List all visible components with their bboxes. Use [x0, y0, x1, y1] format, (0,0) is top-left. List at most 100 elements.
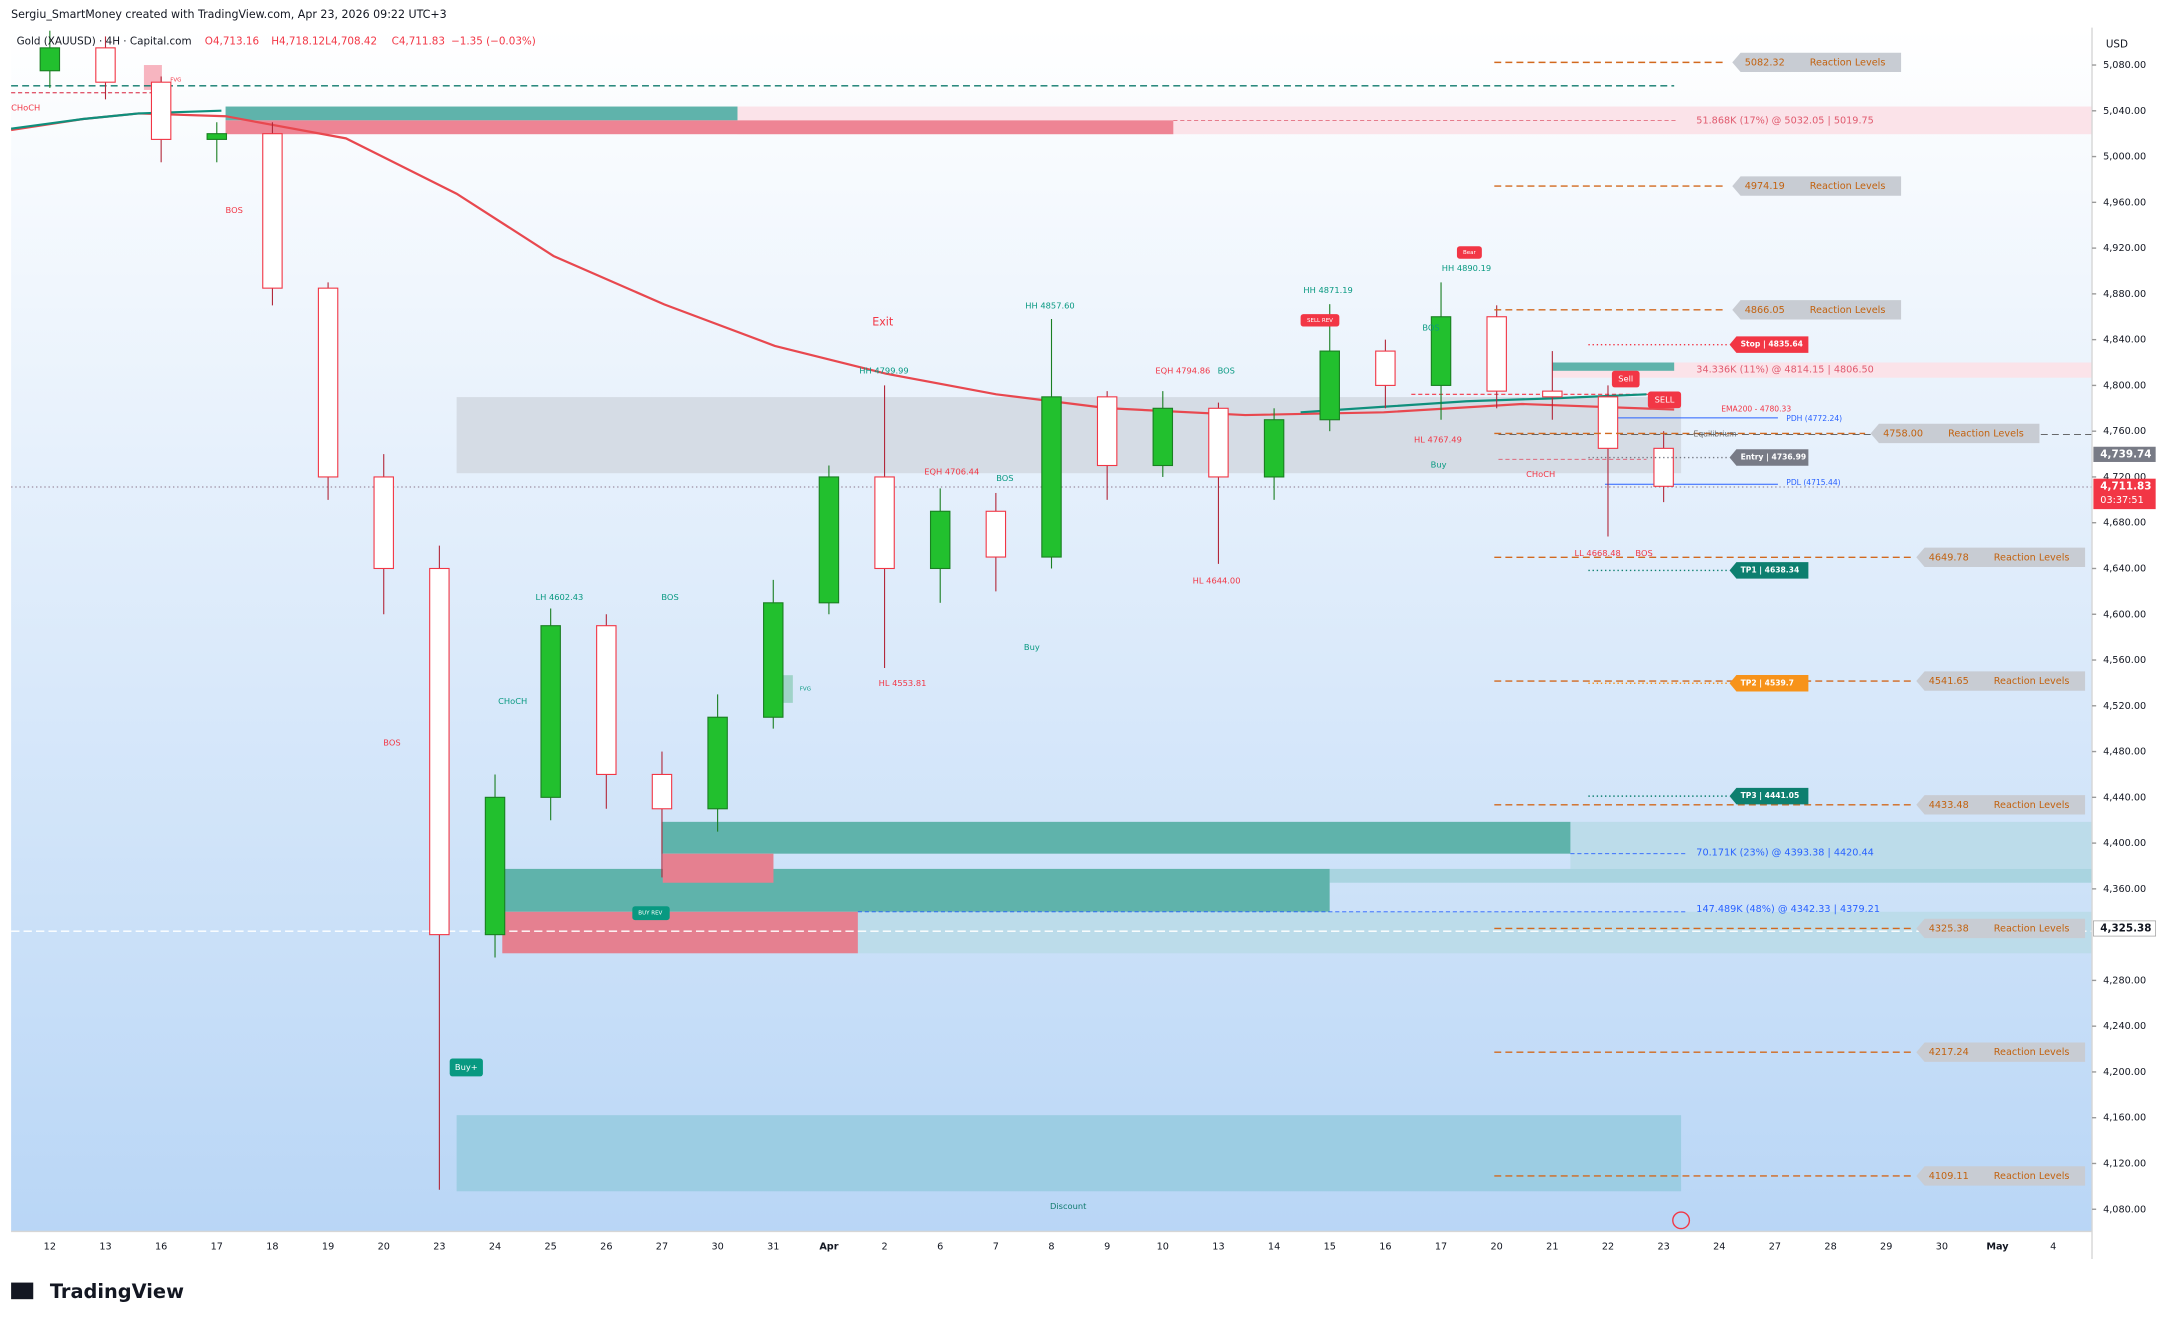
price-tick: 4,960.00: [2103, 197, 2146, 208]
candle-body: [429, 567, 450, 936]
price-axis-bg: [2092, 27, 2164, 1260]
candle-body: [651, 773, 673, 810]
price-tick: 4,920.00: [2103, 243, 2146, 254]
date-tick: 14: [1268, 1242, 1280, 1253]
date-tick: May: [1986, 1242, 2009, 1253]
date-tick: 23: [433, 1242, 445, 1253]
level-text: Reaction Levels: [1994, 1171, 2070, 1182]
level-box: [1916, 795, 2086, 815]
levels: 5082.32 Reaction Levels 4974.19 Reaction Le…: [1494, 52, 2086, 1186]
price-tick: 4,520.00: [2103, 701, 2146, 712]
date-tick: 25: [545, 1242, 557, 1253]
price-tick: 5,080.00: [2103, 60, 2146, 71]
candles: [39, 30, 1674, 1190]
trade-label: Stop | 4835.64: [1741, 340, 1803, 350]
candle-body: [1263, 419, 1285, 478]
candle-body: [95, 47, 116, 83]
price-tick: 5,000.00: [2103, 152, 2146, 163]
annotation: BOS: [1218, 365, 1235, 375]
candle-body: [596, 625, 617, 775]
candle-body: [484, 796, 506, 936]
annotation: SELL: [1655, 394, 1675, 404]
candle-body: [1041, 396, 1062, 558]
level-text: Reaction Levels: [1994, 800, 2070, 811]
date-tick: 13: [99, 1242, 111, 1253]
ema-teal: [1300, 393, 1647, 414]
annotation: CHoCH: [498, 696, 527, 706]
candle-body: [262, 133, 283, 289]
candle-body: [929, 510, 951, 570]
candle-body: [874, 476, 895, 570]
level-box: [1916, 547, 2086, 567]
credit: Sergiu_SmartMoney created with TradingVi…: [11, 8, 447, 21]
price-tick: 4,720.00: [2103, 472, 2146, 483]
price-tick: 4,640.00: [2103, 563, 2146, 574]
annotation: Exit: [872, 315, 894, 328]
price-tag-label: 4,739.74: [2100, 448, 2151, 460]
alert-icon[interactable]: [1672, 1211, 1691, 1230]
date-tick: 9: [1104, 1242, 1110, 1253]
price-tick: 4,080.00: [2103, 1204, 2146, 1215]
trade-box: [1729, 787, 1809, 805]
price-tick: 4,560.00: [2103, 655, 2146, 666]
level-box: [1732, 52, 1902, 73]
annotation: HL 4767.49: [1414, 434, 1462, 444]
date-tick: 24: [489, 1242, 501, 1253]
date-tick: 2: [881, 1242, 887, 1253]
level-value: 5082.32: [1745, 57, 1785, 68]
candle-body: [39, 47, 61, 72]
candle-body: [1096, 396, 1118, 467]
level-box: [1870, 423, 2040, 444]
price-tick: 4,160.00: [2103, 1113, 2146, 1124]
date-tick: 12: [44, 1242, 56, 1253]
level-value: 4433.48: [1929, 800, 1969, 811]
ema-red: [10, 112, 1675, 417]
annotation: Discount: [1050, 1201, 1087, 1211]
price-tag: [2093, 478, 2156, 510]
candle-body: [540, 625, 561, 798]
annotation: HH 4890.19: [1442, 263, 1491, 273]
price-tick: 4,840.00: [2103, 335, 2146, 346]
price-tag-label: 4,711.83: [2100, 480, 2151, 492]
date-tick: 30: [711, 1242, 723, 1253]
trade-box: [1729, 674, 1809, 692]
symbol: Gold (XAUUSD) · 4H · Capital.com: [17, 36, 192, 48]
price-tick: 4,240.00: [2103, 1021, 2146, 1032]
candle-body: [763, 602, 784, 718]
level-box: [1916, 1042, 2086, 1062]
annotation: EMA200 - 4780.33: [1721, 405, 1791, 414]
date-tick: 16: [155, 1242, 167, 1253]
annotation: LL 4668.48: [1575, 548, 1621, 558]
date-tick: 15: [1324, 1242, 1336, 1253]
annotation: HH 4857.60: [1025, 300, 1074, 310]
price-tick: 4,480.00: [2103, 747, 2146, 758]
annotation: EQH 4794.86: [1155, 365, 1210, 375]
level-text: Reaction Levels: [1994, 552, 2070, 563]
candle-body: [1486, 316, 1507, 392]
level-value: 4974.19: [1745, 181, 1785, 192]
annotation: BOS: [996, 473, 1013, 483]
level-value: 4541.65: [1929, 676, 1969, 687]
price-tick: 4,280.00: [2103, 975, 2146, 986]
date-tick: 13: [1212, 1242, 1224, 1253]
level-text: Reaction Levels: [1810, 57, 1886, 68]
date-tick: 10: [1157, 1242, 1169, 1253]
zones: [11, 65, 2093, 1192]
logo: TradingView: [11, 1280, 184, 1303]
ohlc: L4,708.42: [325, 36, 377, 48]
candle-body: [206, 133, 228, 140]
annotation: Buy: [1024, 642, 1040, 652]
date-tick: 17: [1435, 1242, 1447, 1253]
annotation: Equilibrium: [1694, 429, 1737, 438]
date-tick: 16: [1379, 1242, 1391, 1253]
price-tick: 4,680.00: [2103, 518, 2146, 529]
price-tick: 5,040.00: [2103, 106, 2146, 117]
date-axis: 12 13 16 17 18 19 20 23 24 25 26 27 30 31 Apr 2 6 7 8 9 10 13…: [44, 1242, 2057, 1253]
date-tick: 24: [1713, 1242, 1725, 1253]
currency: USD: [2106, 38, 2128, 50]
date-tick: 20: [378, 1242, 390, 1253]
logo-text: TradingView: [50, 1280, 184, 1303]
price-tick: 4,800.00: [2103, 380, 2146, 391]
candle-body: [150, 81, 172, 140]
